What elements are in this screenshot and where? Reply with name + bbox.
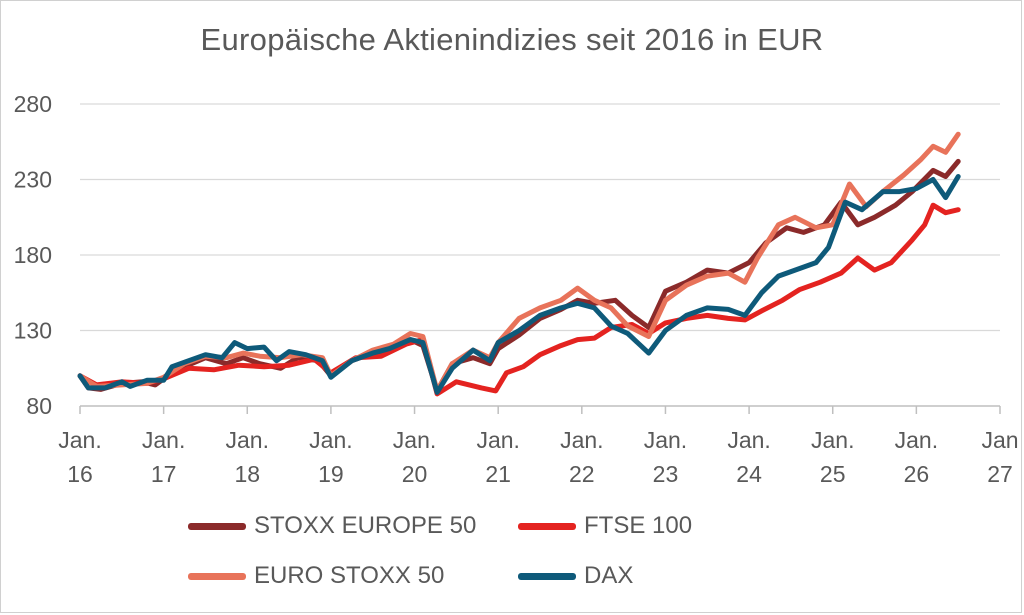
x-tick-label: Jan. (142, 427, 185, 453)
series-line-euro-stoxx-50 (77, 131, 961, 394)
x-tick-label: Jan. (560, 427, 603, 453)
series-line-ftse-100 (77, 202, 961, 397)
x-tick-label: 24 (736, 461, 762, 487)
x-tick-label: Jan. (58, 427, 101, 453)
x-tick-label: 25 (820, 461, 846, 487)
x-tick-label: Jan. (476, 427, 519, 453)
y-axis-ticks: 80 130 180 230 280 (14, 91, 52, 419)
x-tick-label: Jan. (393, 427, 436, 453)
grid-lines (80, 103, 1000, 332)
series-lines (77, 131, 961, 397)
x-tick-label: Jan. (895, 427, 938, 453)
x-tick-label: Jan. (644, 427, 687, 453)
x-tick-label: Jan. (309, 427, 352, 453)
x-tick-label: 23 (653, 461, 679, 487)
x-tick-label: 27 (987, 461, 1013, 487)
x-tick-label: 18 (234, 461, 260, 487)
x-tick-label: 21 (485, 461, 511, 487)
x-tick-label: 26 (904, 461, 930, 487)
y-tick-label: 130 (14, 318, 52, 344)
x-tick-label: 17 (151, 461, 177, 487)
y-tick-label: 230 (14, 167, 52, 193)
x-tick-label: 16 (67, 461, 93, 487)
x-tick-label: 22 (569, 461, 595, 487)
chart-title: Europäische Aktienindizies seit 2016 in … (200, 22, 824, 57)
y-tick-label: 80 (26, 393, 52, 419)
x-tick-label: Jan. (727, 427, 770, 453)
x-tick-label: Jan. (811, 427, 854, 453)
y-tick-label: 180 (14, 242, 52, 268)
series-line-dax (77, 174, 961, 395)
x-tick-label: Jan. (226, 427, 269, 453)
x-tick-label: Jan (981, 427, 1018, 453)
y-tick-label: 280 (14, 91, 52, 117)
x-tick-label: 20 (402, 461, 428, 487)
x-axis-ticks: Jan. 16 Jan. 17 Jan. 18 Jan. 19 Jan. 20 Jan. 21 Jan.… (58, 406, 1019, 487)
x-tick-label: 19 (318, 461, 344, 487)
